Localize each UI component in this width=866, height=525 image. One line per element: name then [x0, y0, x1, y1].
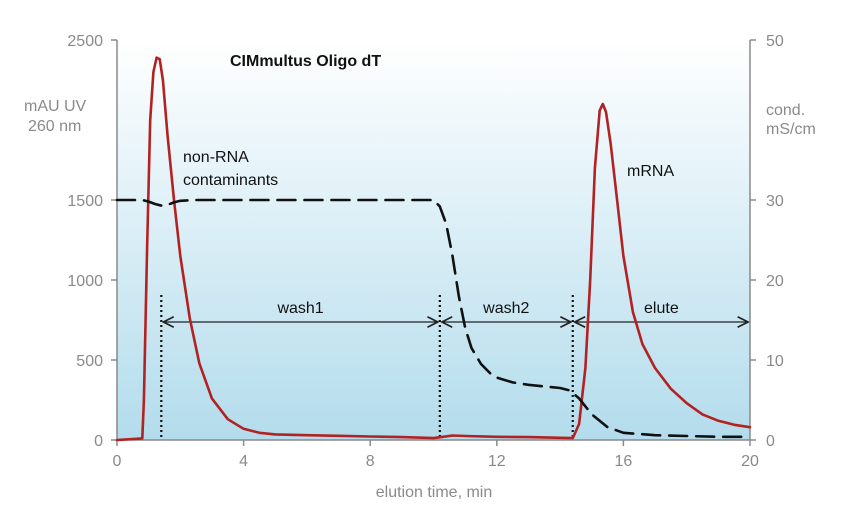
peak1-label-line1: non-RNA [183, 149, 249, 166]
phase-label-wash1: wash1 [276, 300, 323, 317]
phase-markers: wash1 wash2 elute [160, 295, 748, 440]
x-axis-title: elution time, min [376, 484, 493, 501]
x-tick-label-3: 12 [488, 453, 506, 470]
conductivity-line [115, 198, 752, 439]
y-right-tick-label-0: 0 [766, 433, 775, 450]
phase-label-elute: elute [644, 300, 679, 317]
y-left-tick-label-1: 500 [76, 353, 103, 370]
phase-label-wash2: wash2 [482, 300, 529, 317]
uv-absorbance-line [115, 56, 752, 442]
y-left-axis-title-line2: 260 nm [28, 118, 81, 135]
y-right-tick-label-1: 10 [766, 353, 784, 370]
y-left-axis-title-line1: mAU UV [24, 98, 87, 115]
x-tick-label-2: 8 [366, 453, 375, 470]
x-tick-label-1: 4 [239, 453, 248, 470]
chart-title: CIMmultus Oligo dT [230, 53, 381, 70]
axes: 0 4 8 12 16 20 0 500 1000 1500 2500 0 10 20 30 50 [67, 33, 783, 470]
y-right-axis-title-line1: cond. [766, 102, 805, 119]
x-tick-label-5: 20 [741, 453, 759, 470]
y-right-tick-label-2: 20 [766, 273, 784, 290]
y-right-axis-title-line2: mS/cm [766, 121, 816, 138]
y-right-tick-label-4: 50 [766, 33, 784, 50]
y-left-tick-label-0: 0 [94, 433, 103, 450]
plot-background [117, 40, 750, 440]
series-lines [115, 56, 752, 442]
peak1-label-line2: contaminants [183, 172, 278, 189]
peak2-label: mRNA [627, 163, 674, 180]
y-left-tick-label-2: 1000 [67, 273, 103, 290]
x-tick-label-4: 16 [615, 453, 633, 470]
x-tick-label-0: 0 [113, 453, 122, 470]
y-left-tick-label-4: 2500 [67, 33, 103, 50]
y-left-tick-label-3: 1500 [67, 193, 103, 210]
y-right-tick-label-3: 30 [766, 193, 784, 210]
